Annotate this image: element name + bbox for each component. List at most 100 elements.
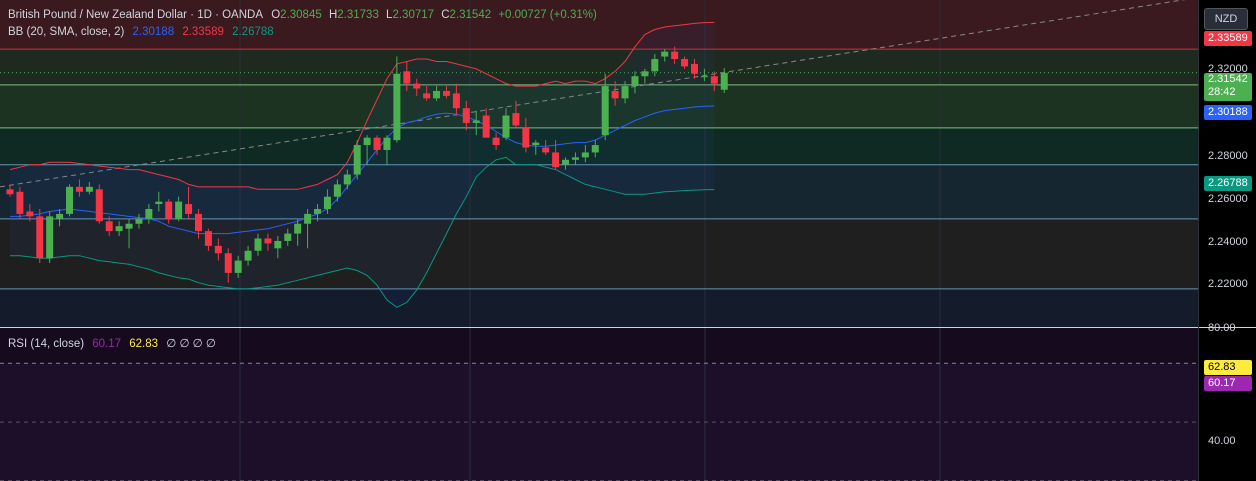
candle-body <box>254 238 262 251</box>
rsi-ma-tag: 62.83 <box>1204 360 1252 375</box>
candle-body <box>323 196 331 209</box>
candle-body <box>631 76 639 87</box>
bb-upper-price-tag: 2.33589 <box>1204 31 1252 46</box>
low-label: L <box>386 9 393 21</box>
candle-body <box>16 191 24 214</box>
candle-body <box>383 137 391 150</box>
candle-body <box>46 216 54 259</box>
high-label: H <box>328 9 338 21</box>
level-zone <box>0 127 1198 165</box>
candle-body <box>552 152 560 168</box>
trendline <box>0 0 1186 188</box>
rsi-legend-ma: 62.83 <box>129 338 159 350</box>
bb-mid-price-tag: 2.30188 <box>1204 105 1252 120</box>
candle-body <box>710 76 718 84</box>
candle-body <box>6 189 14 195</box>
candle-body <box>641 71 649 77</box>
candle-body <box>611 90 619 99</box>
level-zone <box>0 288 1198 327</box>
bb-upper-value: 2.33589 <box>182 26 224 38</box>
candle-body <box>522 127 530 148</box>
candle-body <box>442 90 450 96</box>
bb-legend: BB (20, SMA, close, 2) 2.30188 2.33589 2… <box>8 26 279 38</box>
candle-body <box>363 137 371 146</box>
candle-body <box>423 93 431 99</box>
candle-body <box>145 208 153 219</box>
price-axis-label: 2.22000 <box>1208 278 1248 290</box>
candle-body <box>393 73 401 141</box>
last-price-tag: 2.31542 28:42 <box>1204 73 1252 101</box>
candle-body <box>562 159 570 165</box>
candle-body <box>601 86 609 136</box>
bb-mid-value: 2.30188 <box>132 26 175 38</box>
last-price-value: 2.31542 <box>1208 73 1248 85</box>
candle-body <box>294 223 302 234</box>
bar-countdown: 28:42 <box>1208 86 1236 98</box>
close-value: 2.31542 <box>449 9 492 21</box>
candle-body <box>532 142 540 146</box>
candle-body <box>95 189 103 222</box>
candle-body <box>452 93 460 109</box>
open-value: 2.30845 <box>280 9 322 21</box>
candle-body <box>502 115 510 138</box>
candle-body <box>492 137 500 146</box>
change-value: +0.00727 (+0.31%) <box>498 9 597 21</box>
candle-body <box>373 137 381 150</box>
candle-body <box>314 208 322 214</box>
candle-body <box>681 59 689 67</box>
candle-body <box>433 90 441 99</box>
bb-lower-value: 2.26788 <box>232 26 274 38</box>
bb-label: BB (20, SMA, close, 2) <box>8 26 125 38</box>
candle-body <box>234 260 242 273</box>
candle-body <box>621 86 629 99</box>
candle-body <box>581 152 589 158</box>
candle-body <box>274 240 282 249</box>
candle-body <box>462 108 470 123</box>
candle-body <box>690 63 698 74</box>
symbol-name: British Pound / New Zealand Dollar · 1D … <box>8 9 264 21</box>
candle-body <box>194 213 202 232</box>
candle-body <box>571 157 579 160</box>
candle-body <box>353 145 361 175</box>
low-value: 2.30717 <box>392 9 435 21</box>
rsi-value-tag: 60.17 <box>1204 376 1252 391</box>
candle-body <box>214 245 222 254</box>
bb-mid-line <box>10 105 715 235</box>
open-label: O <box>271 9 281 21</box>
candle-body <box>185 204 193 214</box>
candle-body <box>343 174 351 185</box>
candle-body <box>661 51 669 57</box>
candle-body <box>264 238 272 244</box>
candle-body <box>482 115 490 138</box>
candle-body <box>105 221 113 232</box>
candle-body <box>720 72 728 90</box>
close-label: C <box>441 9 450 21</box>
rsi-legend: RSI (14, close) 60.17 62.83 ∅ ∅ ∅ ∅ <box>8 336 221 350</box>
rsi-legend-extra: ∅ ∅ ∅ ∅ <box>166 338 216 350</box>
candle-body <box>155 201 163 205</box>
candle-body <box>333 184 341 197</box>
candle-body <box>671 51 679 60</box>
candle-body <box>135 218 143 224</box>
candle-body <box>472 120 480 123</box>
symbol-legend: British Pound / New Zealand Dollar · 1D … <box>8 9 602 21</box>
price-axis-label: 2.32000 <box>1208 63 1248 75</box>
candle-body <box>244 250 252 261</box>
candle-body <box>36 216 44 259</box>
candle-body <box>26 211 34 217</box>
bb-lower-line <box>10 156 715 308</box>
rsi-band <box>0 363 1198 481</box>
candle-body <box>413 83 421 89</box>
candle-body <box>75 186 83 192</box>
candle-body <box>512 113 520 126</box>
candle-body <box>403 71 411 84</box>
candle-body <box>85 186 93 192</box>
rsi-axis-label: 40.00 <box>1208 435 1236 447</box>
currency-button[interactable]: NZD <box>1204 8 1248 30</box>
candle-body <box>165 201 173 219</box>
candle-body <box>542 147 550 153</box>
candle-body <box>66 186 74 214</box>
high-value: 2.31733 <box>337 9 379 21</box>
candle-body <box>56 213 64 219</box>
